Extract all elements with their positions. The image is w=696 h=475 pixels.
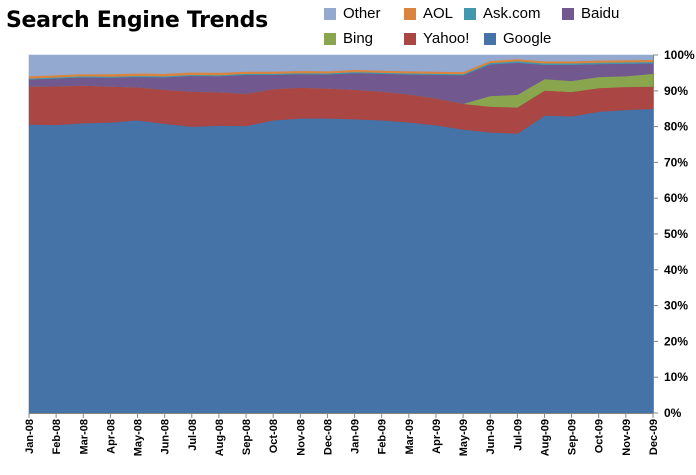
y-tick-label: 80% [664,120,688,134]
x-tick-label: Aug-09 [539,419,551,456]
x-tick-label: May-08 [133,419,145,456]
y-tick-label: 70% [664,155,688,169]
x-tick-label: Dec-09 [648,419,660,455]
legend-item-yahoo: Yahoo! [404,30,469,47]
legend-item-ask: Ask.com [464,5,541,22]
legend-swatch-other [324,7,336,20]
legend-label-yahoo: Yahoo! [423,30,470,47]
x-tick-label: Dec-08 [322,419,334,455]
legend-label-other: Other [343,5,381,22]
area-google [28,108,654,414]
y-tick-label: 90% [664,84,688,98]
legend-swatch-google [484,32,496,45]
x-tick-label: Aug-08 [214,419,226,456]
y-tick-label: 50% [664,227,688,241]
x-tick-label: Jun-08 [160,419,172,454]
chart-title: Search Engine Trends [6,8,268,33]
x-tick-label: Jun-09 [485,419,497,454]
y-tick-label: 10% [664,370,688,384]
x-tick-label: Nov-09 [621,419,633,456]
y-tick-label: 20% [664,334,688,348]
area-series-group [28,54,654,414]
x-tick-label: Apr-09 [431,419,443,454]
x-tick-label: Jan-09 [350,419,362,454]
x-tick-label: Jul-08 [187,419,199,451]
x-tick-label: Sep-08 [241,419,253,455]
x-tick-label: Mar-09 [404,419,416,454]
x-tick-labels: Jan-08 Feb-08 Mar-08 Apr-08 May-08 Jun-08 Jul-… [24,419,660,456]
x-tick-label: Nov-08 [295,419,307,456]
legend-label-ask: Ask.com [483,5,541,22]
y-tick-label: 30% [664,299,688,313]
x-tick-label: May-09 [458,419,470,456]
legend-swatch-aol [404,7,416,20]
legend-label-bing: Bing [343,30,374,47]
axes-group [28,54,658,418]
legend-label-baidu: Baidu [581,5,620,22]
x-tick-label: Sep-09 [567,419,579,455]
legend-swatch-bing [324,32,336,45]
legend-item-other: Other [324,5,381,22]
x-tick-label: Apr-08 [105,419,117,454]
x-tick-label: Mar-08 [78,419,90,454]
legend-label-google: Google [503,30,552,47]
y-tick-label: 60% [664,191,688,205]
y-tick-label: 0% [664,406,682,420]
legend-label-aol: AOL [423,5,454,22]
legend-item-aol: AOL [404,5,453,22]
x-tick-label: Oct-09 [594,419,606,453]
x-tick-label: Oct-08 [268,419,280,453]
x-tick-label: Jul-09 [512,419,524,451]
y-tick-label: 100% [664,48,695,62]
x-tick-label: Feb-08 [51,419,63,454]
y-tick-label: 40% [664,263,688,277]
y-tick-labels: 0% 10% 20% 30% 40% 50% 60% 70% 80% 90% 100% [664,48,695,420]
legend-item-bing: Bing [324,30,373,47]
x-tick-label: Jan-08 [24,419,36,454]
legend-swatch-baidu [562,7,574,20]
legend-item-google: Google [484,30,551,47]
legend-swatch-yahoo [404,32,416,45]
legend-swatch-ask [464,7,476,20]
legend-item-baidu: Baidu [562,5,619,22]
x-tick-label: Feb-09 [377,419,389,454]
